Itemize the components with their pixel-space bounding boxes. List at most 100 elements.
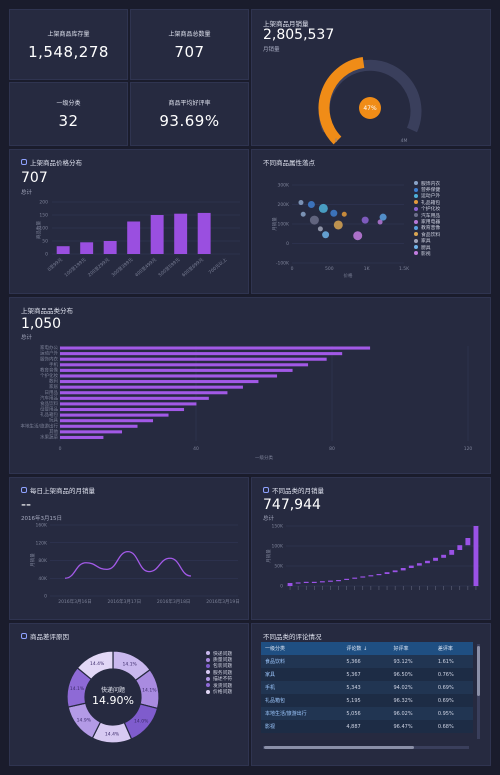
table-cell: 本地生活/旅游出行 (261, 707, 343, 720)
column-header[interactable]: 一级分类 (261, 642, 343, 655)
legend-item[interactable]: 运动户外 (414, 193, 440, 199)
bad-reviews-title-row: 商品差评原因 (21, 631, 69, 641)
category-label: 母婴用品 (40, 407, 58, 413)
scatter-point (298, 200, 304, 206)
price-bar-chart: 0 50 100 150 200 商品数量 0至99元 100至199元 200至299元 300… (35, 200, 240, 279)
legend-swatch (414, 181, 418, 186)
table-cell: 5,056 (342, 707, 390, 720)
y-tick-label: 100K (277, 222, 290, 228)
scatter-point (353, 231, 363, 241)
x-tick-label: 600至699元 (181, 257, 205, 279)
price-dist-title-row: 上架商品价格分布 (21, 157, 82, 167)
legend-item[interactable]: 服饰内衣 (414, 180, 440, 187)
chart-icon (21, 633, 27, 639)
table-vertical-scroll-thumb[interactable] (477, 646, 480, 696)
bar (150, 215, 164, 254)
legend-item[interactable]: 个护化妆 (414, 206, 440, 212)
donut-center-label: 快递问题 (101, 686, 125, 694)
legend-item[interactable]: 快递问题 (206, 650, 232, 657)
bad-reviews-title: 商品差评原因 (30, 633, 69, 641)
x-tick-label: 500 (325, 266, 334, 272)
column-header[interactable]: 评论数 ↓ (342, 642, 390, 655)
x-tick-label: 0 (59, 446, 62, 452)
scatter-panel: 不同商品属性落点 300K 200K 100K 0 -100K 0 500 1K 1.5K 价格月… (251, 149, 491, 294)
daily-panel: 每日上架商品的月销量 -- 2016年3月15日 160K 120K 80K 40K 0… (9, 477, 249, 620)
y-tick-label: 120K (35, 540, 48, 546)
waterfall-bar (360, 576, 366, 578)
daily-line-chart: 160K 120K 80K 40K 0 2016年3月16日 2016年3月17日 2016年… (29, 523, 240, 606)
hbar (60, 424, 138, 428)
waterfall-bar (416, 563, 422, 566)
legend-label: 食品饮料 (421, 232, 441, 238)
waterfall-bar (457, 545, 463, 550)
chart-icon (263, 487, 269, 493)
x-tick-label: 0至99元 (47, 257, 65, 273)
table-row[interactable]: 影视 4,887 96.47% 0.68% (261, 720, 473, 733)
y-tick-label: 160K (35, 523, 48, 529)
legend-item[interactable]: 营养保健 (414, 186, 440, 193)
table-cell: 0.68% (433, 720, 473, 733)
y-tick-label: 50K (274, 564, 284, 570)
scatter-point (309, 215, 319, 225)
category-label: 玩具 (49, 418, 58, 424)
legend-swatch (414, 232, 418, 237)
y-axis-label: 月销量 (271, 217, 278, 231)
legend-item[interactable]: 包装问题 (206, 663, 232, 669)
legend-swatch (206, 663, 210, 668)
table-cell: 96.02% (389, 707, 434, 720)
price-dist-sub: 总计 (21, 190, 33, 196)
column-header[interactable]: 差评率 (433, 642, 473, 655)
table-row[interactable]: 本地生活/旅游出行 5,056 96.02% 0.95% (261, 707, 473, 720)
legend-item[interactable]: 教育音像 (414, 225, 440, 231)
legend-item[interactable]: 描述不符 (206, 676, 232, 682)
y-tick-label: 150K (271, 524, 284, 530)
legend-item[interactable]: 厨具 (414, 244, 440, 251)
table-row[interactable]: 家具 5,367 96.50% 0.76% (261, 668, 473, 681)
legend-item[interactable]: 服务问题 (206, 669, 232, 676)
table-row[interactable]: 礼品箱包 5,195 96.32% 0.69% (261, 694, 473, 707)
bar (103, 241, 117, 254)
y-tick-label: 0 (280, 584, 283, 590)
scatter-point (379, 213, 387, 221)
category-label: 日用品 (45, 390, 59, 396)
y-tick-label: 200K (277, 202, 290, 208)
table-row[interactable]: 手机 5,343 94.02% 0.69% (261, 681, 473, 694)
legend-item[interactable]: 价格问题 (206, 688, 232, 695)
table-row[interactable]: 食品饮料 5,366 93.12% 1.61% (261, 655, 473, 668)
legend-item[interactable]: 家用电器 (414, 218, 440, 225)
legend-swatch (206, 676, 210, 681)
category-label: 家居 (49, 383, 58, 390)
hbar (60, 402, 197, 406)
legend-item[interactable]: 食品饮料 (414, 231, 441, 238)
y-tick-label: 50 (42, 239, 48, 245)
hbar (60, 407, 185, 412)
waterfall-bar (319, 581, 325, 583)
x-tick-label: 80 (329, 446, 335, 452)
legend-item[interactable]: 影视 (414, 250, 440, 257)
table-cell: 96.32% (389, 694, 434, 707)
monthly-sales-value: 2,805,537 (263, 27, 335, 43)
monthly-sales-title: 上架商品月销量 (263, 20, 309, 28)
hbar (60, 374, 278, 378)
reviews-table-title: 不同品类的评论情况 (263, 633, 322, 641)
legend-item[interactable]: 质量问题 (206, 656, 232, 663)
scatter-point (318, 203, 328, 213)
kpi-count-value: 707 (174, 42, 205, 61)
x-tick-label: 300至399元 (110, 257, 134, 279)
kpi-cat1: 一级分类 32 (9, 82, 128, 146)
legend-item[interactable]: 家具 (414, 238, 440, 244)
legend-swatch (414, 245, 418, 250)
waterfall-bar (328, 580, 333, 582)
legend-item[interactable]: 汽车用品 (414, 212, 440, 219)
table-cell: 0.69% (433, 694, 473, 707)
table-horizontal-scroll-thumb[interactable] (264, 746, 414, 749)
column-header[interactable]: 好评率 (389, 642, 434, 655)
x-tick-label: 2016年3月18日 (157, 598, 191, 605)
waterfall-bar (344, 578, 350, 580)
hbar (60, 413, 169, 417)
legend-item[interactable]: 发货问题 (206, 682, 232, 689)
chart-icon (21, 487, 27, 493)
waterfall-bar (425, 560, 430, 564)
waterfall-bar (287, 583, 293, 586)
legend-item[interactable]: 礼品箱包 (414, 199, 440, 206)
